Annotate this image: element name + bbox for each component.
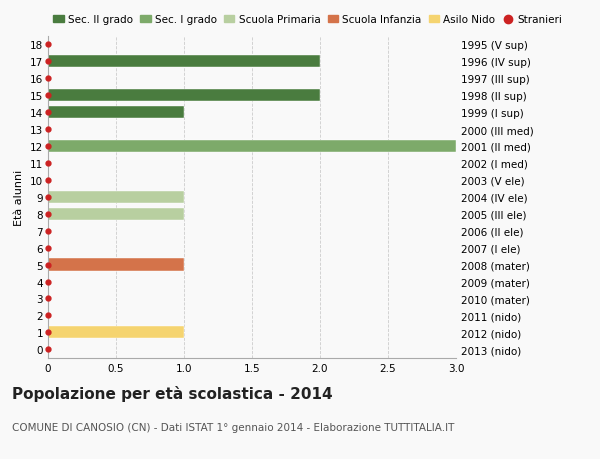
Bar — [48, 191, 184, 203]
Text: Popolazione per età scolastica - 2014: Popolazione per età scolastica - 2014 — [12, 386, 332, 402]
Bar — [48, 56, 320, 68]
Bar — [48, 208, 184, 220]
Legend: Sec. II grado, Sec. I grado, Scuola Primaria, Scuola Infanzia, Asilo Nido, Stran: Sec. II grado, Sec. I grado, Scuola Prim… — [53, 15, 562, 25]
Text: COMUNE DI CANOSIO (CN) - Dati ISTAT 1° gennaio 2014 - Elaborazione TUTTITALIA.IT: COMUNE DI CANOSIO (CN) - Dati ISTAT 1° g… — [12, 422, 454, 432]
Bar — [48, 107, 184, 119]
Bar — [48, 326, 184, 339]
Bar — [48, 259, 184, 271]
Bar — [48, 140, 456, 153]
Bar — [48, 90, 320, 102]
Y-axis label: Età alunni: Età alunni — [14, 169, 25, 225]
